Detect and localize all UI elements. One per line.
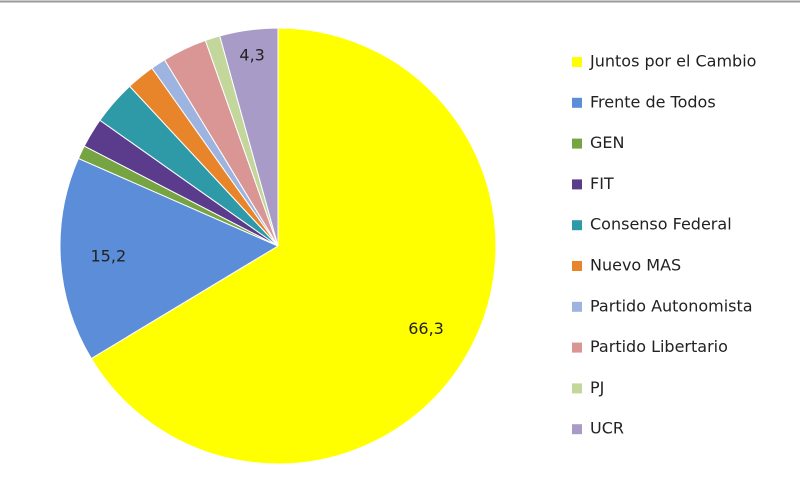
legend-label: Nuevo MAS xyxy=(590,256,681,275)
legend-swatch xyxy=(572,220,582,231)
legend-label: GEN xyxy=(590,133,624,152)
legend-swatch xyxy=(572,424,582,435)
legend-label: Juntos por el Cambio xyxy=(589,52,756,71)
legend-swatch xyxy=(572,261,582,271)
legend-swatch xyxy=(572,57,582,67)
data-label: 4,3 xyxy=(239,45,264,64)
data-label: 66,3 xyxy=(408,319,444,338)
legend-swatch xyxy=(572,97,582,108)
data-label: 15,2 xyxy=(91,246,127,265)
pie-slice xyxy=(219,27,279,247)
legend-swatch xyxy=(572,179,582,190)
pie-slice xyxy=(59,157,280,360)
legend-label: PJ xyxy=(590,378,604,397)
legend-label: Partido Libertario xyxy=(590,337,728,356)
legend-label: Consenso Federal xyxy=(590,215,732,234)
legend-label: UCR xyxy=(590,419,624,438)
legend-label: Frente de Todos xyxy=(590,92,716,111)
legend-label: Partido Autonomista xyxy=(590,296,753,315)
legend-swatch xyxy=(572,383,582,394)
legend-swatch xyxy=(572,342,582,353)
pie-slice xyxy=(90,27,497,465)
legend-label: FIT xyxy=(590,174,614,193)
legend-swatch xyxy=(572,138,582,149)
legend-swatch xyxy=(572,301,582,312)
